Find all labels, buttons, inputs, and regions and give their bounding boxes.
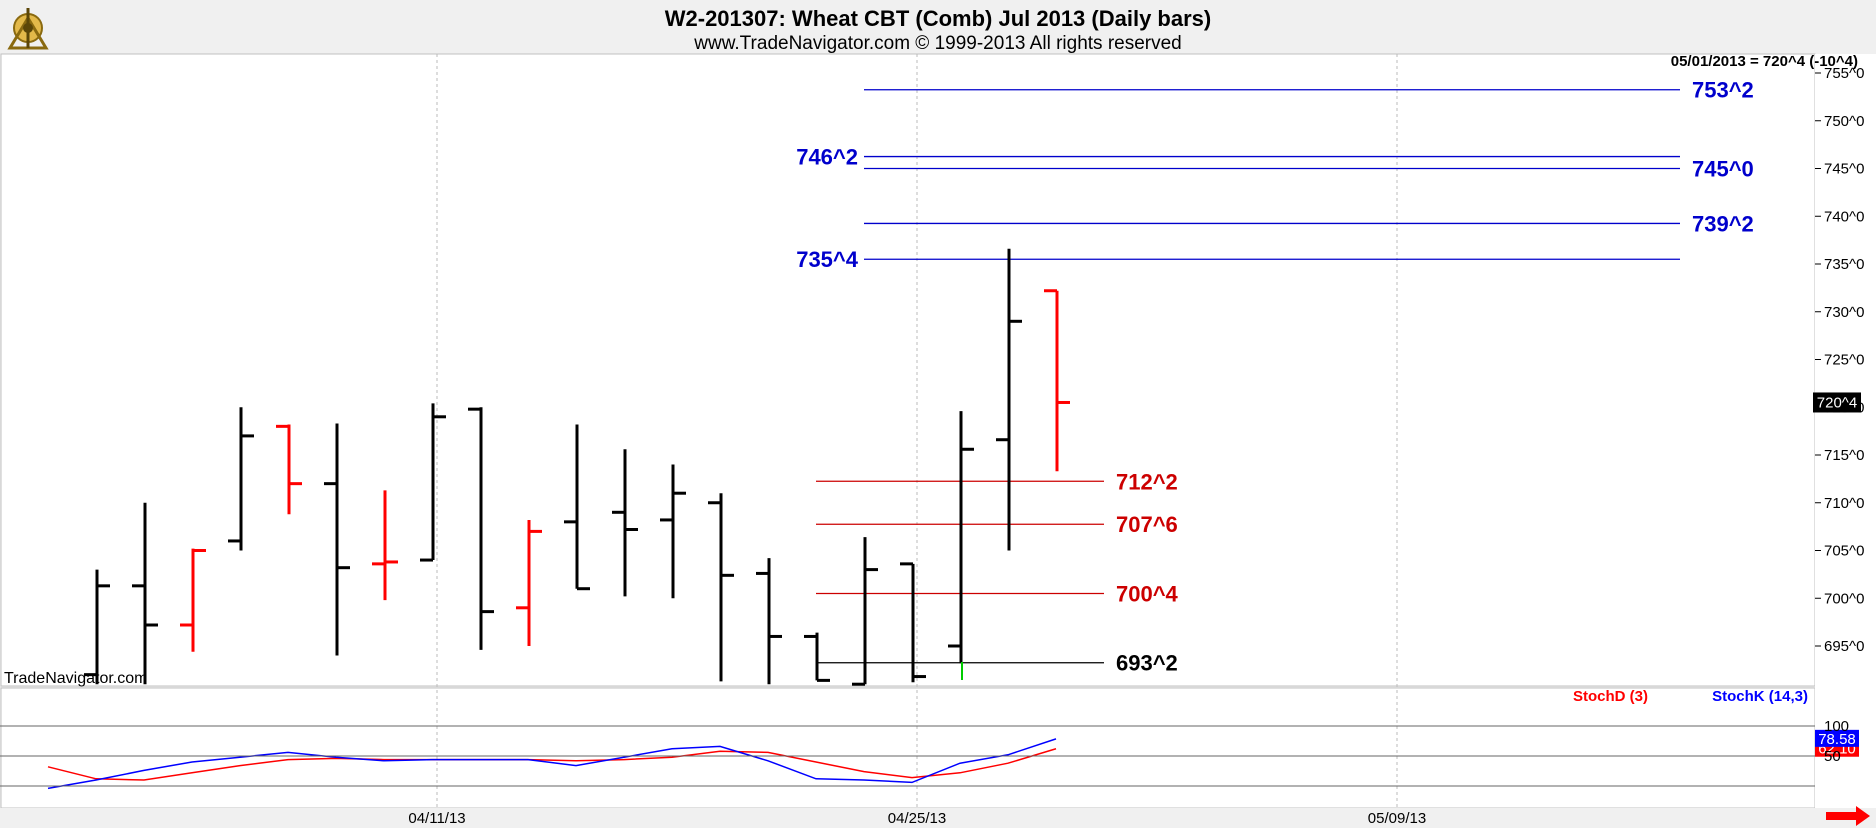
price-tick-label: 695^0 xyxy=(1824,638,1864,655)
price-tick-label: 715^0 xyxy=(1824,447,1864,464)
price-tick-label: 755^0 xyxy=(1824,65,1864,82)
indicator-tick-labels: 100 50 xyxy=(0,718,1849,787)
ohlc-bar xyxy=(996,248,1022,551)
last-price-box xyxy=(1813,392,1861,413)
ohlc-bar xyxy=(948,411,974,664)
price-level-label: 693^2 xyxy=(1116,651,1178,676)
price-axis xyxy=(1815,54,1876,808)
price-level-label: 700^4 xyxy=(1116,581,1179,606)
indicator-readout-box xyxy=(1815,729,1859,747)
price-level-label: 745^0 xyxy=(1692,157,1754,182)
ohlc-bar xyxy=(228,407,254,551)
ohlc-bar xyxy=(84,569,110,685)
price-tick-label: 750^0 xyxy=(1824,113,1864,130)
ohlc-bar xyxy=(804,632,830,682)
ohlc-bar xyxy=(756,558,782,685)
indicator-tick-label: 100 xyxy=(1824,718,1849,735)
price-level-label: 753^2 xyxy=(1692,78,1754,103)
price-tick-label: 725^0 xyxy=(1824,352,1864,369)
legend-stochk: StochK (14,3) xyxy=(1712,688,1808,705)
date-axis-strip xyxy=(0,808,1876,828)
price-level-label: 707^6 xyxy=(1116,512,1178,537)
ohlc-bar xyxy=(564,424,590,591)
stochd-line xyxy=(47,748,1057,781)
price-tick-label: 735^0 xyxy=(1824,256,1864,273)
price-level-label: 739^2 xyxy=(1692,211,1754,236)
ohlc-bar xyxy=(612,449,638,597)
status-readout: 05/01/2013 = 720^4 (-10^4) xyxy=(1671,53,1858,70)
ohlc-bar xyxy=(660,464,686,599)
indicator-tick-label: 50 xyxy=(1824,748,1841,765)
price-tick-labels: 755^0750^0745^0740^0735^0730^0725^0720^0… xyxy=(1815,65,1864,655)
watermark: TradeNavigator.com xyxy=(4,670,147,687)
chart-title: W2-201307: Wheat CBT (Comb) Jul 2013 (Da… xyxy=(665,6,1211,31)
price-level-label: 735^4 xyxy=(796,247,859,272)
ohlc-bar xyxy=(324,423,350,656)
date-tick-label: 05/09/13 xyxy=(1368,810,1426,827)
ohlc-bar xyxy=(1044,289,1070,472)
ohlc-bar xyxy=(900,562,926,683)
price-level-label: 712^2 xyxy=(1116,469,1178,494)
scroll-right-arrow-icon[interactable] xyxy=(1826,806,1870,826)
ohlc-bar xyxy=(468,407,494,650)
legend-stochd: StochD (3) xyxy=(1573,688,1648,705)
sextant-logo-icon xyxy=(7,8,49,50)
date-tick-label: 04/11/13 xyxy=(408,810,465,827)
date-tick-labels: 04/11/13 04/25/13 05/09/13 xyxy=(408,810,1426,827)
ohlc-bar xyxy=(372,490,398,601)
indicator-readout: 78.58 xyxy=(1818,731,1856,748)
ohlc-bar xyxy=(852,537,878,686)
indicator-panel xyxy=(0,687,1816,809)
ohlc-bar xyxy=(516,519,542,646)
price-tick-label: 745^0 xyxy=(1824,161,1864,178)
price-panel xyxy=(0,53,1816,687)
copyright-subtitle: www.TradeNavigator.com © 1999-2013 All r… xyxy=(693,33,1181,54)
date-tick-label: 04/25/13 xyxy=(888,810,946,827)
price-tick-label: 700^0 xyxy=(1824,590,1864,607)
ohlc-bars xyxy=(84,248,1070,686)
ohlc-bar xyxy=(420,403,446,562)
ohlc-bar xyxy=(276,424,302,515)
ohlc-bar xyxy=(708,493,734,682)
ohlc-bar xyxy=(132,502,158,685)
price-tick-label: 710^0 xyxy=(1824,495,1864,512)
stochk-line xyxy=(47,738,1057,790)
price-level-label: 746^2 xyxy=(796,145,858,170)
price-tick-label: 705^0 xyxy=(1824,543,1864,560)
ohlc-bar xyxy=(180,548,206,652)
price-tick-label: 740^0 xyxy=(1824,208,1864,225)
last-price-label: 720^4 xyxy=(1817,394,1857,411)
price-tick-label: 730^0 xyxy=(1824,304,1864,321)
